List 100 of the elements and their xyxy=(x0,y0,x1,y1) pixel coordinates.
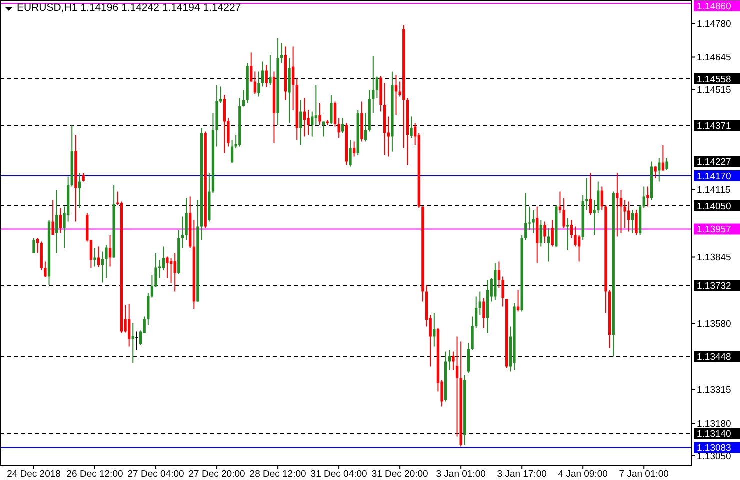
candlestick xyxy=(334,101,337,128)
x-tick-label: 28 Dec 12:00 xyxy=(250,469,306,480)
candlestick xyxy=(136,331,138,350)
candlestick xyxy=(166,256,169,279)
candlestick xyxy=(502,276,504,308)
candlestick xyxy=(600,186,604,210)
candlestick xyxy=(574,226,577,248)
candlestick xyxy=(36,238,40,254)
candlestick xyxy=(258,71,260,98)
candlestick xyxy=(566,218,570,250)
y-tick-label: 1.13315 xyxy=(697,385,732,396)
x-tick-label: 24 Dec 2018 xyxy=(7,469,61,480)
candlestick xyxy=(662,144,665,172)
x-tick-label: 26 Dec 12:00 xyxy=(66,469,124,480)
x-tick-label: 7 Jan 01:00 xyxy=(619,469,669,480)
y-tick-label: 1.14645 xyxy=(697,52,732,64)
candlestick xyxy=(448,350,451,370)
candlestick xyxy=(307,110,310,136)
candlestick xyxy=(589,172,592,216)
candlestick xyxy=(342,118,344,134)
candlestick xyxy=(318,102,322,126)
candlestick xyxy=(498,261,501,289)
candlestick xyxy=(666,158,668,170)
chart-title: EURUSD,H1 1.14196 1.14242 1.14194 1.14227 xyxy=(17,2,242,14)
candlestick xyxy=(162,246,165,270)
candlestick xyxy=(570,220,574,239)
candlestick xyxy=(646,186,650,208)
candlestick xyxy=(372,56,375,114)
ref-line-label: 1.14371 xyxy=(697,121,732,132)
candlestick xyxy=(78,172,82,209)
candlestick xyxy=(547,228,550,262)
candlestick xyxy=(544,221,546,244)
candlestick xyxy=(185,198,188,240)
candlestick xyxy=(314,84,318,126)
candlestick xyxy=(223,94,226,154)
candlestick xyxy=(52,200,54,236)
candlestick xyxy=(292,46,295,110)
candlestick xyxy=(478,291,482,316)
ref-line-label: 1.14050 xyxy=(697,201,732,212)
candlestick xyxy=(532,210,535,234)
candlestick xyxy=(597,181,600,214)
candlestick xyxy=(254,71,257,94)
candlestick xyxy=(540,220,542,248)
ref-line-label: 1.13140 xyxy=(697,428,732,440)
candlestick xyxy=(628,201,630,232)
candlestick xyxy=(452,351,455,370)
candlestick xyxy=(586,178,588,210)
candlestick xyxy=(303,98,306,138)
candlestick xyxy=(642,186,646,209)
candlestick xyxy=(349,140,352,168)
ref-line-label: 1.14860 xyxy=(697,1,732,12)
x-tick-label: 31 Dec 20:00 xyxy=(372,469,428,480)
candlestick xyxy=(170,258,173,284)
y-tick-label: 1.14515 xyxy=(697,85,732,96)
candlestick xyxy=(433,312,436,348)
candlestick xyxy=(174,252,176,292)
ref-line-label: 1.14558 xyxy=(697,74,732,86)
candlestick xyxy=(300,100,302,146)
candlestick xyxy=(32,238,36,254)
candlestick xyxy=(97,246,100,268)
candlestick xyxy=(59,208,62,234)
candlestick xyxy=(578,234,581,262)
x-tick-label: 31 Dec 04:00 xyxy=(310,469,368,480)
x-tick-label: 3 Jan 17:00 xyxy=(497,469,547,480)
y-tick-label: 1.13180 xyxy=(697,418,732,430)
candlestick xyxy=(338,118,340,139)
candlestick xyxy=(132,322,134,364)
candlestick xyxy=(551,220,554,248)
candlestick xyxy=(94,248,96,268)
candlestick xyxy=(635,210,638,236)
candlestick xyxy=(562,198,566,229)
candlestick xyxy=(280,42,284,64)
x-tick-label: 4 Jan 09:00 xyxy=(558,469,608,480)
y-tick-label: 1.14115 xyxy=(697,185,731,196)
candlestick xyxy=(593,200,596,236)
candlestick xyxy=(631,210,634,234)
candlestick xyxy=(261,61,264,88)
candlestick xyxy=(482,298,486,329)
candlestick xyxy=(475,296,478,329)
ref-line-label: 1.14170 xyxy=(697,171,732,182)
candlestick xyxy=(128,304,131,348)
candlestick xyxy=(624,200,626,229)
candlestick xyxy=(330,94,333,124)
candlestick xyxy=(311,111,314,138)
candlestick xyxy=(101,251,104,284)
candlestick xyxy=(376,76,379,99)
y-tick-label: 1.13580 xyxy=(697,318,732,330)
candlestick xyxy=(250,52,253,82)
candlestick xyxy=(394,74,398,116)
candlestick xyxy=(181,216,184,249)
y-tick-label: 1.13050 xyxy=(697,451,732,462)
candlestick xyxy=(616,172,619,238)
candlestick xyxy=(658,158,661,182)
candlestick xyxy=(105,244,108,279)
candlestick xyxy=(471,316,474,350)
y-tick-label: 1.13845 xyxy=(697,252,732,264)
x-tick-label: 27 Dec 04:00 xyxy=(128,469,184,480)
candlestick xyxy=(410,116,413,139)
candlestick xyxy=(108,234,112,268)
candlestick xyxy=(230,140,234,164)
